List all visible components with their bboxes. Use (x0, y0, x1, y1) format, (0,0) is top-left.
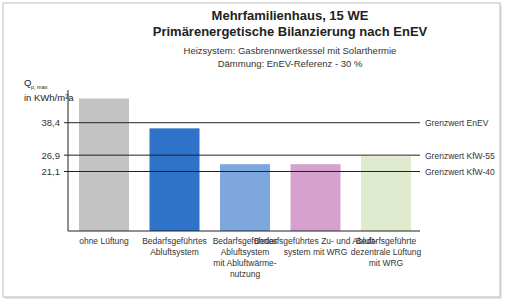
y-tick-label: 21,1 (42, 166, 61, 177)
y-axis (68, 90, 69, 231)
y-label-unit: in KWh/m²a (24, 92, 74, 103)
chart-svg: Mehrfamilienhaus, 15 WEPrimärenergetisch… (0, 0, 506, 305)
category-label: system mit WRG (284, 247, 348, 257)
y-tick (64, 155, 68, 156)
reference-line (68, 171, 420, 172)
card (3, 3, 500, 297)
category-label: ohne Lüftung (79, 236, 129, 246)
category-label: Bedarfsgeführte (356, 236, 417, 246)
reference-label: Grenzwert EnEV (425, 118, 489, 128)
reference-label: Grenzwert KfW-55 (425, 151, 495, 161)
bar (220, 164, 270, 231)
y-tick (64, 122, 68, 123)
category-label: Bedarfsgeführtes (142, 236, 207, 246)
bars (79, 98, 411, 231)
y-tick (64, 171, 68, 172)
category-label: mit WRG (369, 258, 403, 268)
subtitle: Dämmung: EnEV-Referenz - 30 % (218, 58, 363, 69)
y-label-subscript: p, max (31, 84, 48, 90)
y-tick-label: 38,4 (42, 117, 61, 128)
reference-line (68, 155, 420, 156)
category-label: mit Abluftwärme- (213, 258, 276, 268)
reference-label: Grenzwert KfW-40 (425, 167, 495, 177)
bar (150, 128, 200, 231)
x-axis (68, 231, 420, 232)
category-label: nutzung (230, 269, 261, 279)
category-label: dezentrale Lüftung (351, 247, 422, 257)
bar (291, 164, 341, 231)
title: Mehrfamilienhaus, 15 WE (212, 8, 369, 23)
category-label: Abluftsystem (221, 247, 270, 257)
bar (361, 156, 411, 231)
y-tick-label: 26,9 (42, 150, 61, 161)
reference-line (68, 122, 420, 123)
bar (79, 98, 129, 231)
subtitle: Heizsystem: Gasbrennwertkessel mit Solar… (184, 45, 397, 56)
category-label: Abluftsystem (150, 247, 199, 257)
title: Primärenergetische Bilanzierung nach EnE… (153, 24, 428, 39)
chart-container: Mehrfamilienhaus, 15 WEPrimärenergetisch… (0, 0, 506, 305)
